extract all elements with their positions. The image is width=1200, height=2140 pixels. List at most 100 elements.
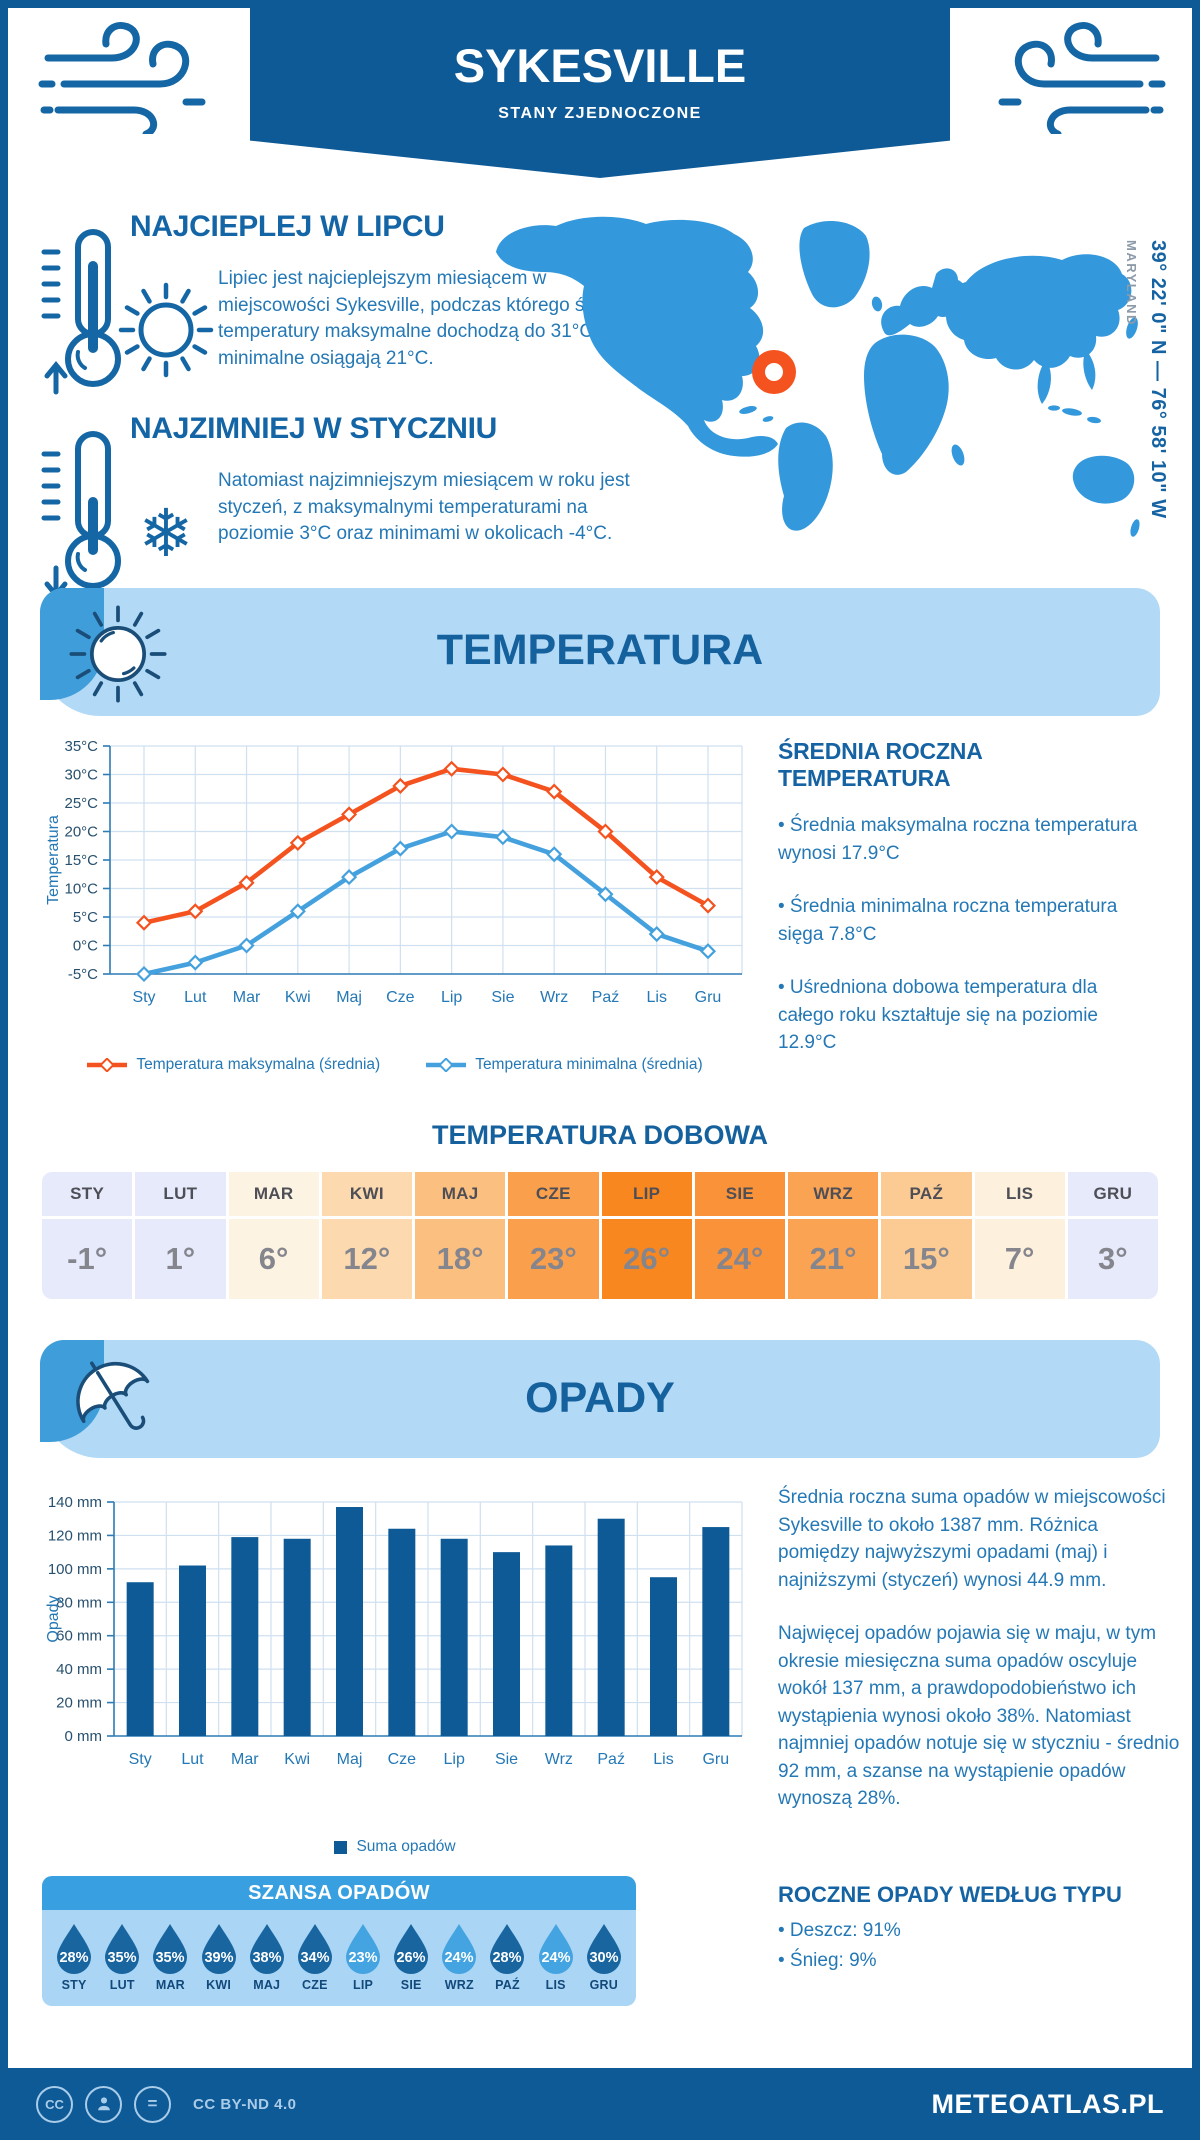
chance-drop: 28% PAŹ	[484, 1922, 530, 1992]
svg-text:10°C: 10°C	[64, 881, 98, 898]
annual-bullet: • Średnia maksymalna roczna temperatura …	[778, 815, 1138, 864]
svg-text:Gru: Gru	[702, 1751, 729, 1768]
chance-drop: 35% LUT	[99, 1922, 145, 1992]
svg-text:Paź: Paź	[592, 989, 620, 1006]
droplet-icon: 24%	[538, 1924, 573, 1975]
svg-text:Paź: Paź	[597, 1751, 625, 1768]
page-subtitle: STANY ZJEDNOCZONE	[498, 105, 702, 122]
droplet-icon: 39%	[201, 1924, 236, 1975]
svg-text:Kwi: Kwi	[284, 1751, 310, 1768]
temperature-value-cell: 26°	[601, 1219, 692, 1299]
month-header-cell: MAJ	[415, 1172, 506, 1216]
precipitation-text-panel: Średnia roczna suma opadów w miejscowośc…	[778, 1484, 1180, 1813]
bar-chart-legend: Suma opadów	[40, 1838, 750, 1856]
svg-text:Maj: Maj	[337, 1751, 363, 1768]
svg-text:35%: 35%	[108, 1950, 137, 1966]
legend-label: Suma opadów	[356, 1838, 456, 1855]
month-header-cell: PAŹ	[881, 1172, 972, 1216]
droplet-icon: 28%	[490, 1924, 525, 1975]
precipitation-paragraph: Średnia roczna suma opadów w miejscowośc…	[778, 1487, 1166, 1591]
droplet-icon: 28%	[57, 1924, 92, 1975]
drop-month-label: GRU	[589, 1978, 618, 1992]
footer-bar: CC = CC BY-ND 4.0 METEOATLAS.PL	[0, 2068, 1200, 2140]
chance-drop: 34% CZE	[292, 1922, 338, 1992]
svg-text:5°C: 5°C	[73, 909, 98, 926]
svg-text:❄: ❄	[138, 495, 193, 572]
temperature-value-cell: 3°	[1067, 1219, 1158, 1299]
droplet-icon: 26%	[394, 1924, 429, 1975]
svg-text:Sty: Sty	[132, 989, 155, 1006]
location-marker	[752, 350, 796, 394]
thermometer-snowflake-icon: ❄	[41, 431, 194, 599]
temperature-line-chart: -5°C 0°C 5°C 10°C 15°C 20°C 25°C 30°C 35°C Sty Lut…	[45, 738, 743, 1006]
month-header-cell: GRU	[1067, 1172, 1158, 1216]
header-banner: SYKESVILLE STANY ZJEDNOCZONE	[250, 8, 950, 178]
thermometer-sun-icon	[41, 229, 214, 395]
brand-label: METEOATLAS.PL	[931, 2088, 1164, 2119]
legend-label: Temperatura maksymalna (średnia)	[136, 1056, 381, 1073]
region-label: MARYLAND	[1124, 240, 1139, 326]
person-icon	[85, 2085, 122, 2123]
temperature-value-cell: 6°	[228, 1219, 319, 1299]
svg-text:Mar: Mar	[231, 1751, 259, 1768]
droplet-icon: 35%	[153, 1924, 188, 1975]
svg-text:100 mm: 100 mm	[48, 1561, 102, 1578]
svg-text:Cze: Cze	[386, 989, 415, 1006]
precipitation-type-bullet: • Śnieg: 9%	[778, 1950, 877, 1971]
svg-text:60 mm: 60 mm	[56, 1628, 102, 1645]
legend-item: Temperatura maksymalna (średnia)	[87, 1056, 380, 1074]
svg-text:Opady: Opady	[45, 1595, 62, 1642]
umbrella-icon	[76, 1361, 150, 1430]
temperature-section-title: TEMPERATURA	[436, 626, 764, 674]
precipitation-section-title: OPADY	[525, 1374, 675, 1422]
svg-text:Lut: Lut	[184, 989, 207, 1006]
annual-temperature-panel: ŚREDNIA ROCZNA TEMPERATURA • Średnia mak…	[778, 738, 1150, 1057]
droplet-icon: 34%	[297, 1924, 332, 1975]
wind-icon	[38, 22, 206, 134]
drop-month-label: LIS	[545, 1978, 566, 1992]
svg-text:30%: 30%	[589, 1950, 618, 1966]
droplet-icon: 24%	[442, 1924, 477, 1975]
temperature-value-cell: 15°	[881, 1219, 972, 1299]
chance-drop: 26% SIE	[388, 1922, 434, 1992]
droplet-icon: 30%	[586, 1924, 621, 1975]
precipitation-types-title: ROCZNE OPADY WEDŁUG TYPU	[778, 1882, 1122, 1907]
drop-month-label: KWI	[206, 1978, 231, 1992]
chance-drop: 28% STY	[51, 1922, 97, 1992]
line-chart-legend: Temperatura maksymalna (średnia) Temperat…	[40, 1056, 750, 1074]
temperature-value-cell: 18°	[415, 1219, 506, 1299]
svg-text:28%: 28%	[493, 1950, 522, 1966]
chance-drop: 24% LIS	[533, 1922, 579, 1992]
svg-text:Cze: Cze	[388, 1751, 417, 1768]
svg-text:28%: 28%	[60, 1950, 89, 1966]
legend-item: Temperatura minimalna (średnia)	[426, 1056, 703, 1074]
chance-drop: 23% LIP	[340, 1922, 386, 1992]
month-header-cell: SIE	[694, 1172, 785, 1216]
svg-text:26%: 26%	[397, 1950, 426, 1966]
month-header-cell: MAR	[228, 1172, 319, 1216]
coldest-title: NAJZIMNIEJ W STYCZNIU	[130, 412, 498, 445]
month-header-cell: LUT	[135, 1172, 226, 1216]
drop-month-label: WRZ	[444, 1978, 474, 1992]
drop-month-label: PAŹ	[495, 1978, 520, 1992]
annual-temperature-title: ŚREDNIA ROCZNA TEMPERATURA	[778, 738, 982, 791]
svg-text:Lip: Lip	[443, 1751, 464, 1768]
daily-temperature-table: STY LUT MAR KWI MAJ CZE LIP SIE WRZ PAŹ LIS GRU -1° 1…	[42, 1172, 1158, 1299]
coordinates-label: 39° 22' 0" N — 76° 58' 10" W	[1147, 240, 1169, 519]
svg-text:24%: 24%	[541, 1950, 570, 1966]
legend-label: Temperatura minimalna (średnia)	[475, 1056, 703, 1073]
svg-text:40 mm: 40 mm	[56, 1661, 102, 1678]
warmest-text: Lipiec jest najcieplejszym miesiącem w m…	[218, 268, 638, 369]
page-title: SYKESVILLE	[453, 39, 747, 92]
drop-month-label: LIP	[352, 1978, 374, 1992]
svg-text:20 mm: 20 mm	[56, 1695, 102, 1712]
drop-month-label: STY	[61, 1978, 87, 1992]
equals-icon: =	[134, 2085, 171, 2123]
temperature-value-cell: -1°	[42, 1219, 133, 1299]
svg-text:38%: 38%	[252, 1950, 281, 1966]
svg-text:23%: 23%	[349, 1950, 378, 1966]
drop-month-label: MAR	[155, 1978, 185, 1992]
world-map	[496, 216, 1140, 537]
svg-text:24%: 24%	[445, 1950, 474, 1966]
